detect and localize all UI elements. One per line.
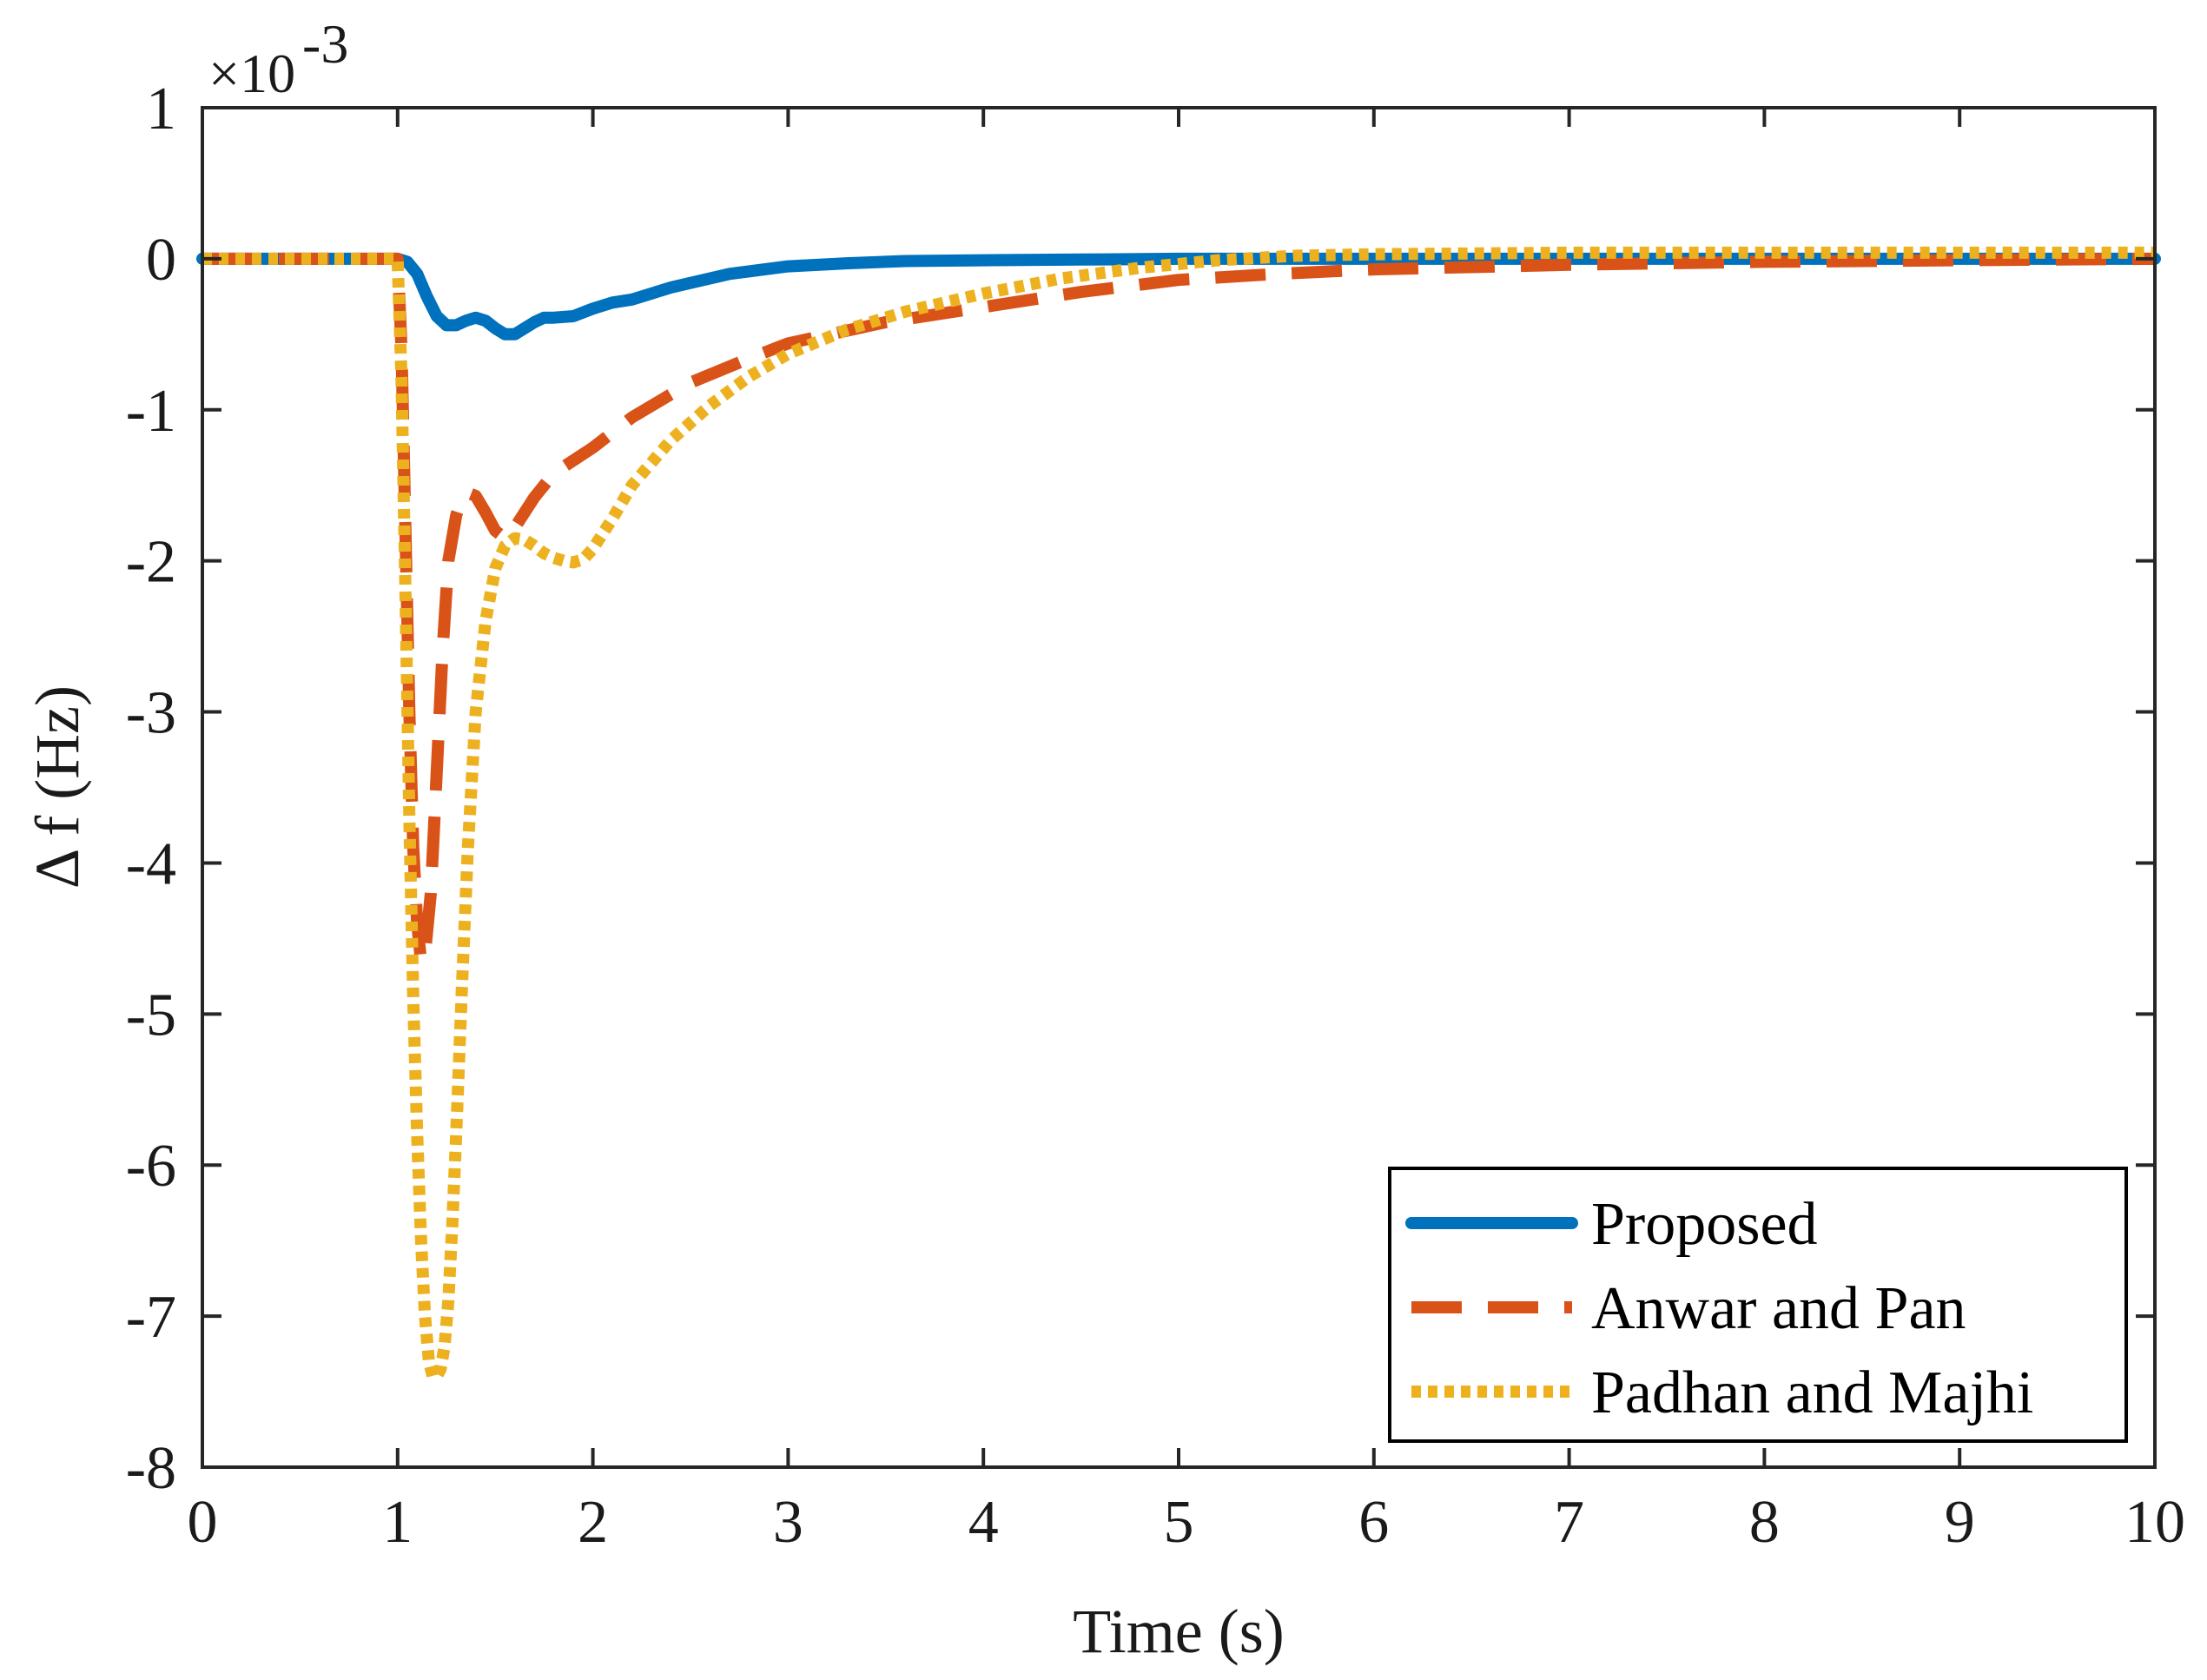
x-tick-label: 7 bbox=[1554, 1489, 1584, 1556]
y-exponent-label: ×10 -3 bbox=[208, 13, 348, 104]
y-tick-label: -1 bbox=[126, 378, 176, 445]
y-tick-label: -8 bbox=[126, 1435, 176, 1502]
y-tick-label: -5 bbox=[126, 982, 176, 1048]
series-line-padhan-and-majhi bbox=[202, 246, 2155, 1383]
y-tick-label: -6 bbox=[126, 1133, 176, 1200]
y-tick-label: 0 bbox=[146, 227, 176, 294]
legend-label-proposed: Proposed bbox=[1591, 1191, 1818, 1258]
x-tick-label: 5 bbox=[1164, 1489, 1194, 1556]
legend-label-anwar-and-pan: Anwar and Pan bbox=[1591, 1275, 1966, 1342]
x-tick-label: 4 bbox=[968, 1489, 999, 1556]
x-tick-label: 6 bbox=[1358, 1489, 1389, 1556]
x-tick-label: 9 bbox=[1945, 1489, 1975, 1556]
y-tick-label: -2 bbox=[126, 529, 176, 596]
y-exponent: -3 bbox=[302, 13, 348, 75]
legend: Proposed Anwar and Pan Padhan and Majhi bbox=[1388, 1167, 2128, 1443]
legend-entry-padhan-and-majhi: Padhan and Majhi bbox=[1411, 1359, 2033, 1426]
x-tick-label: 3 bbox=[773, 1489, 803, 1556]
legend-entry-proposed: Proposed bbox=[1405, 1191, 1818, 1258]
y-multiplier: ×10 bbox=[208, 43, 295, 104]
legend-label-padhan-and-majhi: Padhan and Majhi bbox=[1591, 1359, 2033, 1426]
y-axis-title: Δ f (Hz) bbox=[23, 685, 92, 889]
x-tick-label: 1 bbox=[382, 1489, 413, 1556]
x-axis-title: Time (s) bbox=[1073, 1597, 1284, 1666]
x-tick-label: 0 bbox=[188, 1489, 218, 1556]
y-tick-label: -3 bbox=[126, 680, 176, 747]
y-tick-label: -4 bbox=[126, 830, 176, 897]
x-tick-label: 8 bbox=[1749, 1489, 1780, 1556]
y-tick-label: 1 bbox=[146, 76, 176, 142]
legend-entry-anwar-and-pan: Anwar and Pan bbox=[1411, 1275, 1966, 1342]
x-tick-label: 10 bbox=[2124, 1489, 2185, 1556]
series-layer bbox=[196, 246, 2161, 1383]
x-tick-label: 2 bbox=[578, 1489, 608, 1556]
series-line-proposed bbox=[196, 252, 2161, 341]
y-tick-label: -7 bbox=[126, 1284, 176, 1351]
